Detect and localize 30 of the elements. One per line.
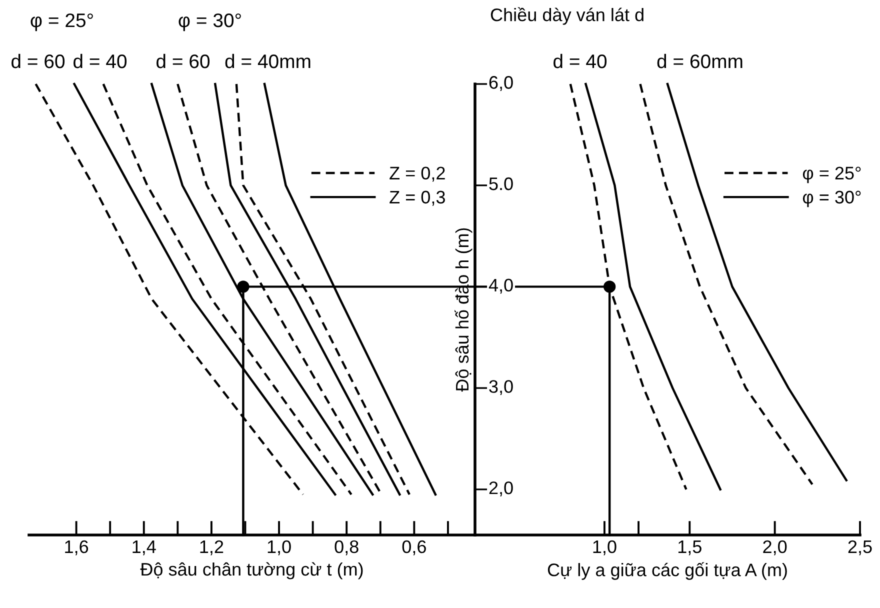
- x-tick-label: 1,5: [678, 540, 702, 556]
- text: φ = 30°: [178, 13, 241, 32]
- x-axis-title: Độ sâu chân tường cừ t (m): [140, 562, 363, 580]
- x-axis-title: Cự ly a giữa các gối tựa A (m): [548, 562, 787, 580]
- chart-title: Chiều dày ván lát d: [490, 7, 644, 25]
- legend-label: Z = 0,3: [390, 190, 445, 206]
- y-tick-label: 3,0: [489, 380, 513, 396]
- legend-label: φ = 25°: [802, 166, 861, 184]
- x-tick-label: 1,2: [200, 540, 224, 556]
- x-tick-label: 2,5: [848, 540, 872, 556]
- x-tick-label: 1,0: [268, 540, 291, 556]
- x-tick-label: 1,6: [65, 540, 88, 556]
- x-tick-label: 0,6: [402, 540, 426, 556]
- text: d = 40mm: [225, 54, 310, 68]
- legend-label: Z = 0,2: [390, 166, 445, 182]
- x-tick-label: 1,0: [593, 540, 616, 556]
- legend-label: φ = 30°: [802, 190, 861, 208]
- x-tick-label: 0,8: [334, 540, 358, 556]
- text: d = 60: [12, 54, 65, 68]
- text: d = 40: [74, 54, 127, 68]
- text: d = 60mm: [657, 54, 742, 68]
- x-tick-label: 2,0: [763, 540, 787, 556]
- y-tick-label: 4,0: [488, 278, 513, 294]
- x-tick-label: 1,4: [132, 540, 156, 556]
- y-tick-label: 6,0: [489, 76, 513, 91]
- text: d = 40: [554, 54, 607, 68]
- text: d = 60: [156, 54, 210, 68]
- y-tick-label: 5.0: [489, 177, 513, 190]
- y-tick-label: 2,0: [489, 481, 513, 496]
- text: φ = 25°: [30, 13, 93, 32]
